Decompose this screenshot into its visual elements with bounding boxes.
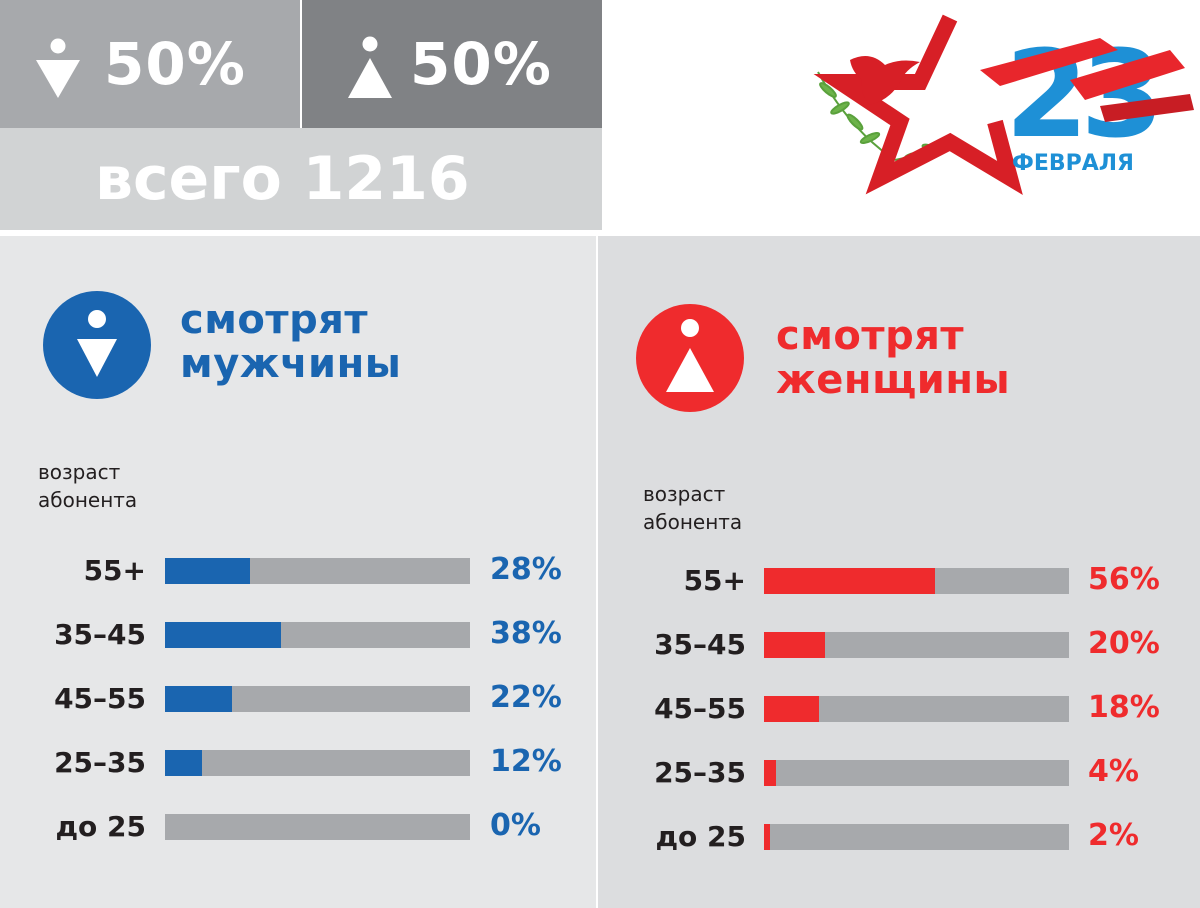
women-title-line2: женщины xyxy=(776,357,1011,403)
bar-track xyxy=(764,632,1069,658)
red-ribbon-icon xyxy=(980,38,1194,122)
bar-value-label: 28% xyxy=(490,552,562,587)
women-title: смотрят женщины xyxy=(776,314,1010,402)
men-badge xyxy=(43,291,151,399)
women-age-caption-line2: абонента xyxy=(643,510,743,534)
bar-track xyxy=(165,686,470,712)
bar-track xyxy=(764,696,1069,722)
age-label: 55+ xyxy=(683,564,746,597)
men-title-line1: смотрят xyxy=(180,297,369,343)
women-age-caption-line1: возраст xyxy=(643,482,726,506)
bar-value-label: 22% xyxy=(490,680,562,715)
total-tile: всего 1216 xyxy=(0,128,602,230)
bar-value-label: 20% xyxy=(1088,626,1160,661)
women-panel: смотрят женщины возраст абонента 55+ 56% 3… xyxy=(598,236,1200,908)
bar-track xyxy=(764,568,1069,594)
red-star-icon xyxy=(813,14,1023,196)
bar-value-label: 4% xyxy=(1088,754,1139,789)
bar-track xyxy=(165,814,470,840)
women-badge xyxy=(636,304,744,412)
logo-month: ФЕВРАЛЯ xyxy=(1012,151,1134,176)
bar-fill xyxy=(764,696,819,722)
men-age-caption-line2: абонента xyxy=(38,488,138,512)
age-label: 55+ xyxy=(83,554,146,587)
bar-fill xyxy=(165,558,251,584)
female-symbol-icon xyxy=(666,319,714,392)
logo-graphic: 23 ФЕВРАЛЯ xyxy=(813,14,1194,196)
bar-fill xyxy=(165,686,233,712)
bar-value-label: 38% xyxy=(490,616,562,651)
men-title: смотрят мужчины xyxy=(180,298,401,386)
bar-fill xyxy=(165,750,202,776)
bar-track xyxy=(764,824,1069,850)
bar-fill xyxy=(764,568,935,594)
men-title-line2: мужчины xyxy=(180,341,402,387)
men-age-caption: возраст абонента xyxy=(38,458,137,514)
bar-value-label: 56% xyxy=(1088,562,1160,597)
age-label: 25–35 xyxy=(54,746,146,779)
age-label: 25–35 xyxy=(654,756,746,789)
bar-track xyxy=(764,760,1069,786)
dove-icon xyxy=(850,56,920,105)
bar-value-label: 18% xyxy=(1088,690,1160,725)
age-label: до 25 xyxy=(655,820,746,853)
bar-value-label: 2% xyxy=(1088,818,1139,853)
male-symbol-icon xyxy=(36,38,80,98)
age-label: 45–55 xyxy=(54,682,146,715)
bar-fill xyxy=(165,622,281,648)
men-panel: смотрят мужчины возраст абонента 55+ 28% 3… xyxy=(0,236,596,908)
bar-value-label: 0% xyxy=(490,808,541,843)
age-label: 45–55 xyxy=(654,692,746,725)
bar-track xyxy=(165,622,470,648)
bar-fill xyxy=(764,760,777,786)
age-label: 35–45 xyxy=(654,628,746,661)
total-count: всего 1216 xyxy=(95,144,470,214)
age-label: до 25 xyxy=(55,810,146,843)
female-share-value: 50% xyxy=(410,30,552,98)
age-label: 35–45 xyxy=(54,618,146,651)
female-share-tile: 50% xyxy=(302,0,602,128)
bar-value-label: 12% xyxy=(490,744,562,779)
men-age-caption-line1: возраст xyxy=(38,460,121,484)
male-symbol-icon xyxy=(77,310,117,377)
bar-track xyxy=(165,558,470,584)
february-23-logo: 23 ФЕВРАЛЯ xyxy=(800,10,1195,200)
bar-fill xyxy=(764,824,771,850)
male-share-tile: 50% xyxy=(0,0,300,128)
bar-fill xyxy=(764,632,825,658)
male-share-value: 50% xyxy=(104,30,246,98)
women-title-line1: смотрят xyxy=(776,313,965,359)
female-symbol-icon xyxy=(348,36,392,98)
women-age-caption: возраст абонента xyxy=(643,480,742,536)
bar-track xyxy=(165,750,470,776)
